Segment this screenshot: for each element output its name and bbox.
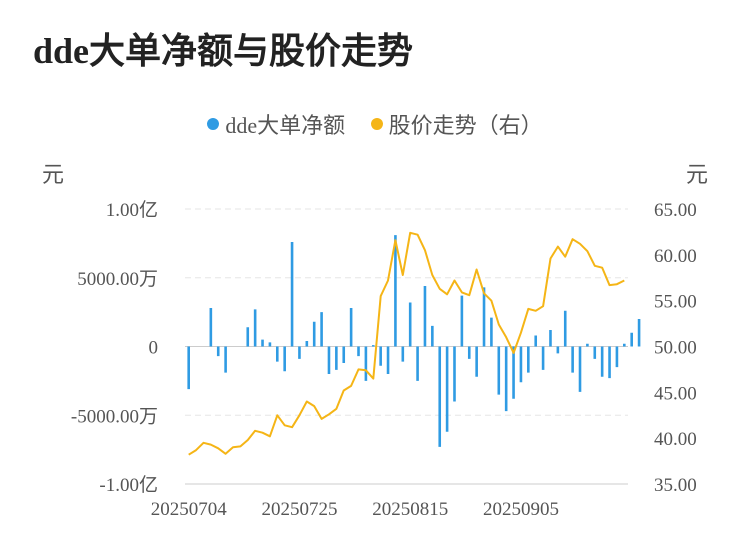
x-tick-label: 20250725 — [261, 499, 337, 520]
dde-bar — [216, 346, 220, 357]
dde-bar — [290, 242, 294, 347]
dde-bar — [571, 346, 574, 373]
dde-bar — [549, 330, 552, 347]
right-tick-label: 35.00 — [654, 475, 697, 496]
dde-bar — [460, 295, 464, 347]
dde-bar — [261, 339, 264, 347]
dde-bar — [335, 346, 338, 370]
dde-bar — [623, 343, 626, 347]
dde-bar — [586, 343, 589, 347]
right-tick-label: 60.00 — [654, 246, 697, 267]
dde-bar — [423, 286, 427, 347]
dde-bar — [394, 235, 397, 347]
dde-bar — [305, 341, 309, 347]
dde-bar — [224, 346, 227, 373]
dde-bar — [327, 346, 331, 374]
dde-bar — [342, 346, 346, 363]
legend-label-price: 股价走势（右） — [388, 113, 543, 138]
dde-bar — [490, 317, 493, 347]
dde-bar — [283, 346, 286, 372]
dde-bar — [578, 346, 582, 392]
dde-bar — [371, 345, 375, 347]
dde-bar — [608, 346, 611, 379]
right-axis-unit: 元 — [685, 162, 708, 187]
dde-bar — [320, 312, 323, 347]
dde-bar — [438, 346, 442, 447]
left-tick-label: 5000.00万 — [77, 269, 158, 290]
left-axis-unit: 元 — [42, 162, 65, 187]
dde-bar — [386, 346, 390, 374]
dde-bar — [556, 346, 560, 354]
dde-bar — [431, 325, 434, 347]
dde-bar — [497, 346, 501, 395]
right-tick-label: 55.00 — [654, 292, 697, 313]
left-tick-label: -1.00亿 — [99, 474, 158, 496]
dde-bar — [268, 342, 272, 347]
dde-bar — [187, 346, 190, 390]
legend-item-dde[interactable]: dde大单净额 — [207, 108, 345, 140]
dde-bar — [453, 346, 456, 402]
dde-bar — [534, 335, 538, 347]
dde-bar — [379, 346, 382, 366]
dde-bar — [357, 346, 360, 357]
dde-bar — [364, 346, 368, 381]
left-tick-label: 0 — [149, 338, 159, 359]
dde-bar — [246, 327, 250, 347]
dde-bar — [253, 309, 257, 347]
dde-bar — [445, 346, 449, 432]
dde-bar — [349, 308, 353, 347]
legend-item-price[interactable]: 股价走势（右） — [370, 108, 543, 140]
dde-bar — [312, 321, 316, 347]
legend-dot-dde — [207, 118, 220, 130]
dde-bar — [593, 346, 597, 359]
dde-bar — [275, 346, 279, 362]
price-line — [188, 231, 625, 456]
dde-bar — [541, 346, 545, 370]
chart-legend: dde大单净额 股价走势（右） — [0, 108, 750, 140]
right-tick-label: 40.00 — [654, 429, 697, 450]
dde-bar — [637, 319, 641, 347]
dde-bar — [401, 346, 405, 362]
dde-bar — [475, 346, 478, 377]
right-tick-label: 65.00 — [654, 200, 697, 221]
dde-bar — [512, 346, 515, 399]
x-tick-label: 20250905 — [483, 499, 559, 520]
x-tick-label: 20250704 — [151, 499, 228, 520]
dde-bar — [630, 332, 633, 347]
dde-bar — [563, 310, 567, 347]
dde-bar — [408, 302, 412, 347]
right-tick-label: 50.00 — [654, 338, 697, 359]
dde-bar — [467, 346, 471, 359]
x-tick-label: 20250815 — [372, 499, 448, 520]
dde-bar — [504, 346, 508, 412]
dde-bar — [600, 346, 604, 377]
left-tick-label: 1.00亿 — [106, 199, 158, 221]
dde-bar — [527, 346, 530, 373]
page-title: dde大单净额与股价走势 — [33, 31, 414, 71]
left-tick-label: -5000.00万 — [71, 406, 158, 427]
dde-bar — [298, 346, 301, 359]
dde-bar — [416, 346, 419, 381]
dde-bar — [615, 346, 619, 368]
dde-bar — [209, 308, 213, 347]
dde-bar — [519, 346, 523, 383]
legend-dot-price — [370, 118, 383, 130]
right-tick-label: 45.00 — [654, 383, 697, 404]
legend-label-dde: dde大单净额 — [225, 113, 346, 138]
dde-bar — [482, 287, 486, 347]
